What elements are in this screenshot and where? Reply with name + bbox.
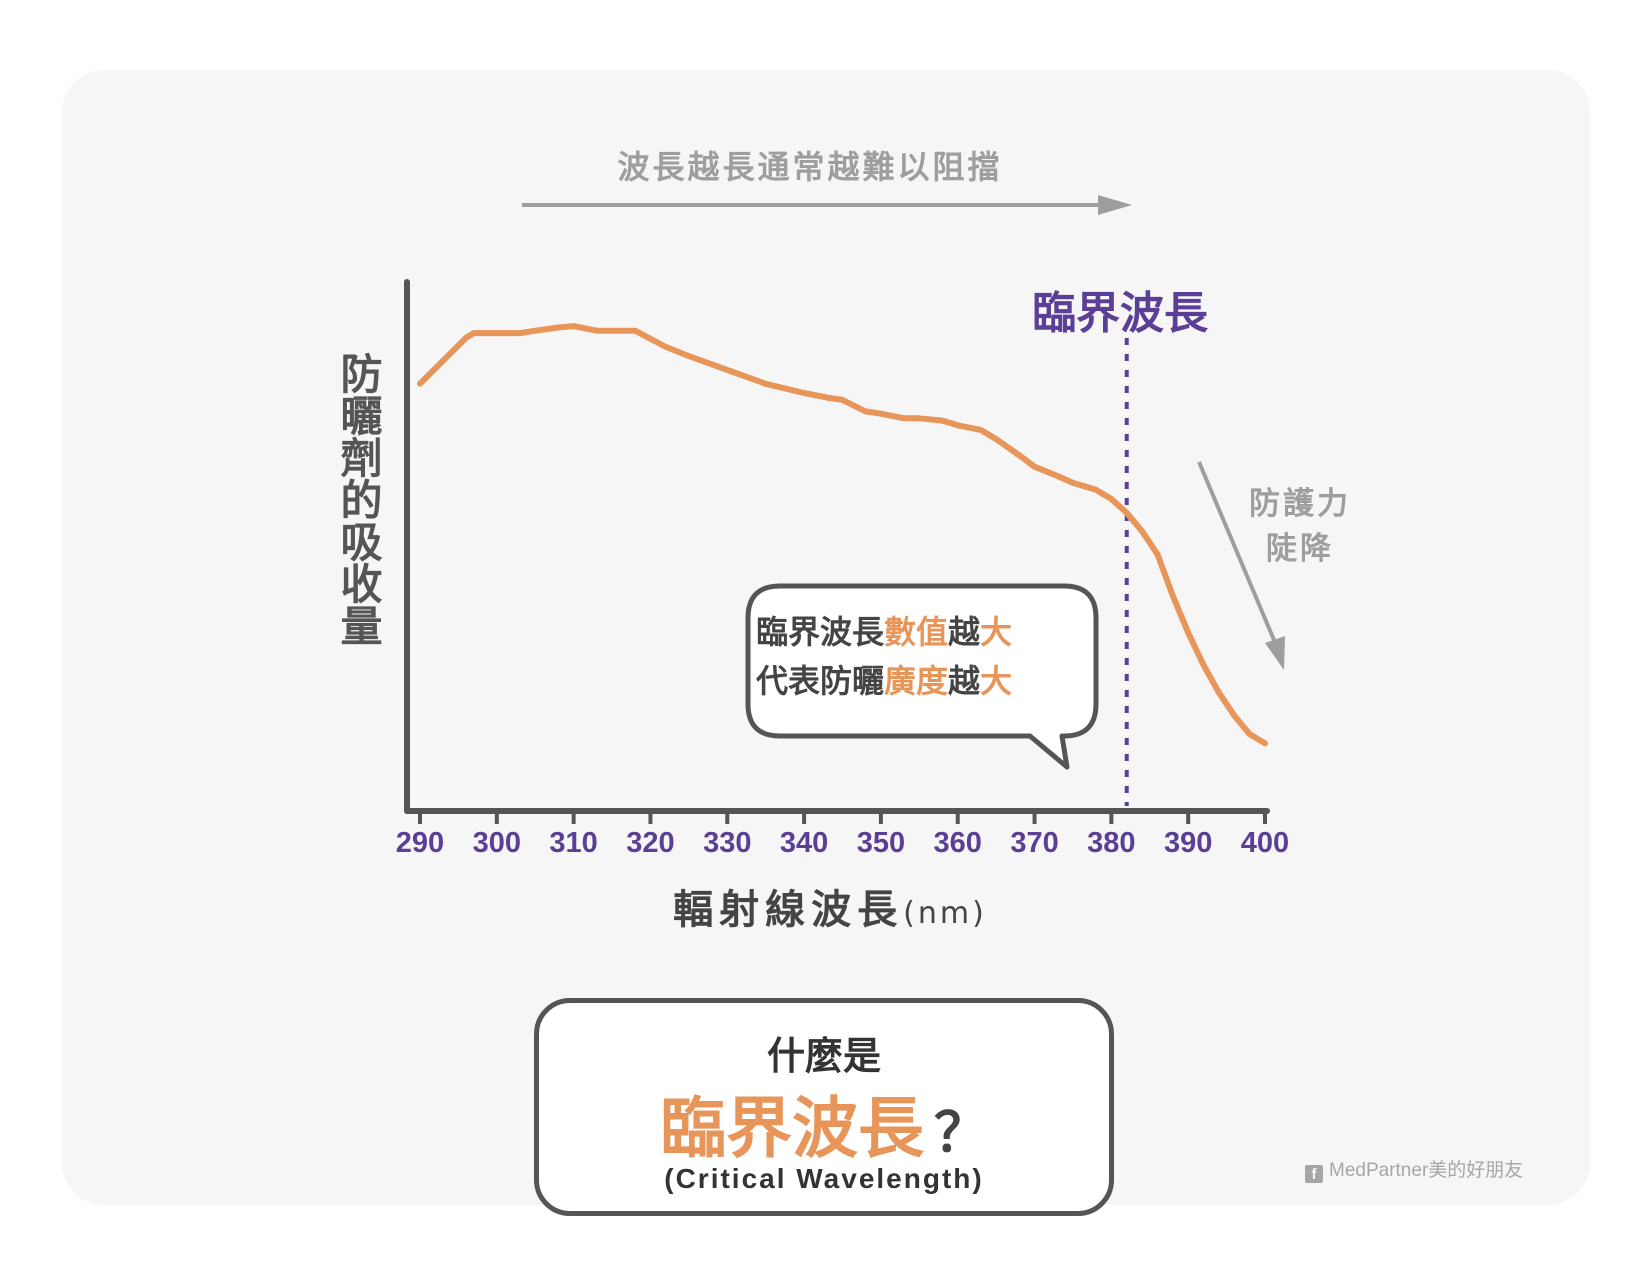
x-axis-unit: (nm)	[903, 896, 987, 931]
bubble-line-1: 臨界波長數值越大	[756, 608, 1086, 657]
speech-bubble	[745, 583, 1099, 770]
absorption-curve	[417, 323, 1268, 747]
bubble-text-segment: 越	[948, 613, 981, 651]
bubble-text-segment: 臨界波長	[756, 613, 885, 651]
title-question-mark: ？	[934, 1101, 988, 1164]
x-tick-label: 390	[1163, 827, 1213, 859]
x-tick-label: 300	[472, 827, 521, 859]
y-axis-label: 防曬劑的吸收量	[334, 352, 383, 646]
x-tick-label: 340	[779, 827, 829, 859]
drop-label-line2: 陡降	[1266, 531, 1334, 567]
bubble-highlight: 大	[980, 613, 1013, 651]
x-tick-label: 320	[626, 827, 675, 859]
bubble-text-segment: 越	[948, 662, 981, 700]
chart-subtitle: (Critical Wavelength)	[664, 1163, 984, 1194]
x-tick-label: 310	[549, 827, 598, 859]
x-tick-label: 350	[856, 827, 906, 859]
drop-arrow-head-icon	[1265, 636, 1285, 670]
bubble-highlight: 數值	[884, 613, 949, 651]
bubble-highlight: 大	[980, 662, 1013, 700]
title-main-text: 臨界波長	[660, 1090, 924, 1167]
critical-wavelength-label: 臨界波長	[1032, 288, 1208, 339]
x-axis-label: 輻射線波長(nm)	[620, 877, 1040, 935]
x-tick-label: 400	[1240, 827, 1290, 859]
bubble-highlight: 廣度	[884, 662, 949, 700]
drop-label-line1: 防護力	[1249, 486, 1351, 522]
trend-arrow-head-icon	[1098, 195, 1132, 215]
x-tick-label: 330	[703, 827, 752, 859]
speech-bubble-text: 臨界波長數值越大 代表防曬廣度越大	[756, 608, 1086, 706]
x-tick-label: 290	[395, 827, 445, 859]
bubble-text-segment: 代表防曬	[756, 662, 885, 700]
drop-arrow-shaft	[1197, 461, 1276, 641]
title-box: 什麼是 臨界波長？ (Critical Wavelength)	[534, 998, 1114, 1216]
protection-drop-label: 防護力 陡降	[1235, 482, 1365, 572]
x-tick-label: 370	[1010, 827, 1059, 859]
facebook-icon: f	[1305, 1165, 1323, 1183]
bubble-line-2: 代表防曬廣度越大	[756, 657, 1086, 706]
brand-text: MedPartner美的好朋友	[1329, 1160, 1524, 1181]
x-tick-label: 380	[1087, 827, 1136, 859]
trend-label: 波長越長通常越難以阻擋	[617, 148, 1003, 186]
brand-watermark: f MedPartner美的好朋友	[1305, 1155, 1523, 1183]
x-tick-label: 360	[933, 827, 982, 859]
x-axis-title: 輻射線波長	[673, 887, 904, 933]
title-main: 臨界波長？	[539, 1075, 1109, 1171]
title-prefix: 什麼是	[766, 1034, 881, 1078]
